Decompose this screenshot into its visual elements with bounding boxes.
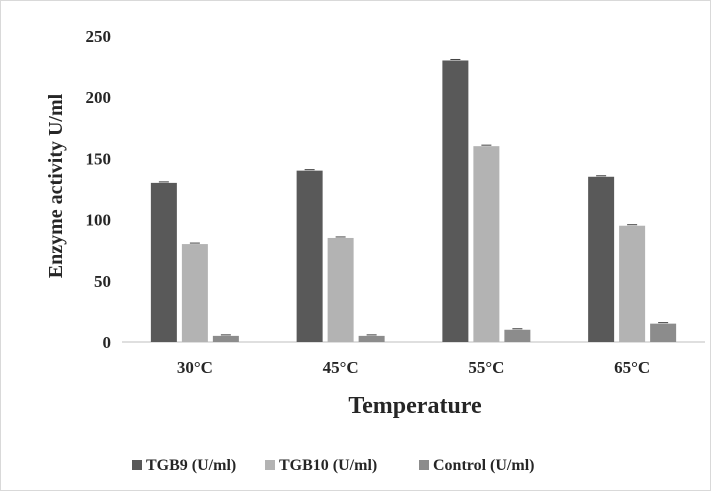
y-tick-label: 0 [103,333,112,352]
legend-swatch [419,460,429,470]
legend-label: TGB9 (U/ml) [146,457,236,474]
legend-swatch [265,460,275,470]
bar [181,244,208,342]
bar [296,170,323,342]
bar [442,60,469,342]
bars [150,58,677,342]
bar [327,237,354,342]
x-axis-ticks: 30°C 45°C 55°C 65°C [177,358,650,377]
y-tick-label: 100 [86,211,112,230]
bar [212,335,239,342]
bar [588,176,615,342]
y-tick-label: 150 [86,149,112,168]
bar [504,329,531,342]
legend-swatch [132,460,142,470]
y-axis-label: Enzyme activity U/ml [45,93,67,278]
y-tick-label: 250 [86,27,112,46]
y-axis-ticks: 0 50 100 150 200 250 [86,27,112,352]
bar [650,323,677,342]
legend-label: TGB10 (U/ml) [279,457,377,474]
x-tick-label: 65°C [614,358,650,377]
y-tick-label: 200 [86,88,112,107]
x-tick-label: 30°C [177,358,213,377]
bar [358,335,385,342]
x-tick-label: 45°C [323,358,359,377]
x-axis-label: Temperature [348,393,482,419]
bar [150,182,177,342]
legend: TGB9 (U/ml) TGB10 (U/ml) Control (U/ml) [132,457,534,474]
x-tick-label: 55°C [468,358,504,377]
y-tick-label: 50 [94,272,111,291]
legend-label: Control (U/ml) [433,457,534,474]
bar [473,146,500,342]
bar [619,225,646,342]
